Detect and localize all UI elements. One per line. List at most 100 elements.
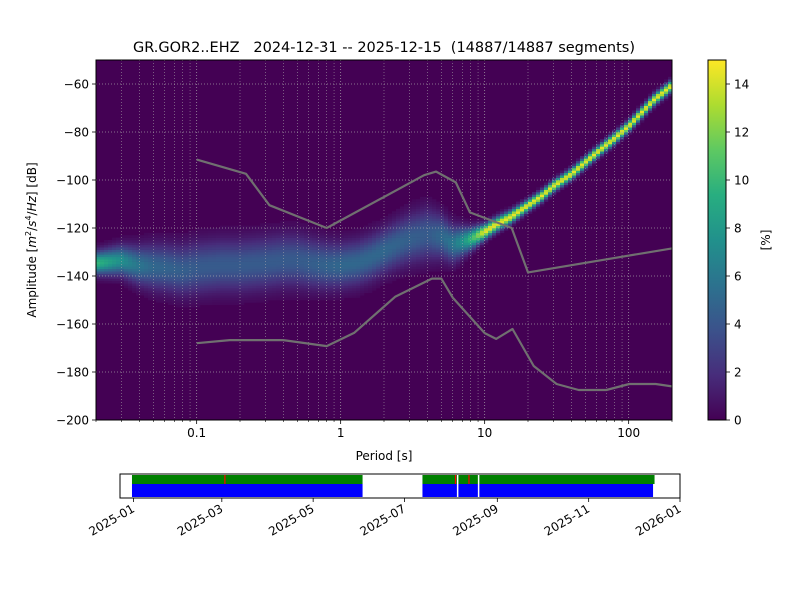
heatmap-cell [160, 266, 165, 270]
heatmap-cell [576, 172, 581, 176]
heatmap-cell [256, 280, 261, 284]
heatmap-cell [128, 264, 133, 267]
heatmap-cell [160, 242, 165, 246]
heatmap-cell [388, 242, 393, 246]
heatmap-cell [444, 242, 449, 246]
heatmap-cell [424, 204, 429, 207]
heatmap-cell [136, 283, 141, 286]
heatmap-cell [484, 218, 489, 222]
heatmap-cell [108, 249, 113, 253]
heatmap-cell [320, 237, 325, 241]
heatmap-cell [348, 273, 353, 277]
heatmap-cell [108, 252, 113, 255]
heatmap-cell [316, 247, 321, 250]
heatmap-cell [520, 216, 525, 219]
heatmap-cell [236, 240, 241, 243]
heatmap-cell [612, 144, 617, 147]
heatmap-cell [308, 297, 313, 301]
heatmap-cell [184, 290, 189, 294]
heatmap-cell [544, 187, 549, 190]
heatmap-cell [620, 132, 625, 135]
heatmap-cell [504, 206, 509, 210]
heatmap-cell [376, 278, 381, 282]
heatmap-cell [616, 132, 621, 135]
heatmap-cell [388, 256, 393, 260]
heatmap-cell [292, 230, 297, 234]
heatmap-cell [228, 252, 233, 255]
heatmap-cell [212, 264, 217, 267]
heatmap-cell [456, 218, 461, 222]
heatmap-cell [176, 276, 181, 279]
heatmap-cell [360, 278, 365, 282]
heatmap-cell [232, 288, 237, 291]
heatmap-cell [416, 259, 421, 262]
heatmap-cell [404, 208, 409, 212]
heatmap-cell [164, 266, 169, 270]
heatmap-cell [188, 235, 193, 238]
heatmap-cell [656, 96, 661, 99]
heatmap-cell [276, 266, 281, 270]
heatmap-cell [204, 252, 209, 255]
heatmap-cell [336, 290, 341, 294]
heatmap-cell [564, 177, 569, 181]
heatmap-cell [488, 232, 493, 236]
heatmap-cell [320, 288, 325, 291]
heatmap-cell [204, 280, 209, 284]
heatmap-cell [436, 242, 441, 246]
heatmap-cell [236, 268, 241, 272]
heatmap-cell [276, 273, 281, 277]
heatmap-cell [444, 264, 449, 267]
heatmap-cell [396, 247, 401, 250]
heatmap-cell [392, 259, 397, 262]
heatmap-cell [592, 148, 597, 152]
heatmap-cell [412, 273, 417, 277]
heatmap-cell [348, 280, 353, 284]
heatmap-cell [128, 276, 133, 279]
heatmap-cell [652, 93, 657, 97]
heatmap-cell [368, 235, 373, 238]
heatmap-cell [216, 285, 221, 289]
heatmap-cell [376, 223, 381, 226]
heatmap-cell [100, 273, 105, 277]
heatmap-cell [364, 280, 369, 284]
heatmap-cell [208, 297, 213, 301]
heatmap-cell [228, 288, 233, 291]
heatmap-cell [428, 256, 433, 260]
heatmap-cell [504, 223, 509, 226]
heatmap-cell [464, 228, 469, 231]
heatmap-cell [304, 297, 309, 301]
heatmap-cell [264, 223, 269, 226]
heatmap-cell [260, 256, 265, 260]
heatmap-cell [124, 254, 129, 258]
heatmap-cell [380, 278, 385, 282]
heatmap-cell [440, 244, 445, 248]
heatmap-cell [240, 237, 245, 241]
y-tick-label: −60 [64, 78, 89, 92]
heatmap-cell [304, 249, 309, 253]
heatmap-cell [352, 285, 357, 289]
heatmap-cell [644, 110, 649, 114]
y-tick-label: −80 [64, 126, 89, 140]
heatmap-cell [252, 268, 257, 272]
heatmap-cell [212, 273, 217, 277]
heatmap-cell [556, 184, 561, 188]
heatmap-cell [424, 266, 429, 270]
heatmap-cell [588, 158, 593, 162]
heatmap-cell [236, 283, 241, 286]
heatmap-cell [216, 261, 221, 265]
heatmap-cell [144, 264, 149, 267]
heatmap-cell [128, 268, 133, 272]
heatmap-cell [176, 259, 181, 262]
heatmap-cell [328, 273, 333, 277]
heatmap-cell [172, 247, 177, 250]
y-axis-label-part: Amplitude [ [25, 248, 39, 318]
heatmap-cell [252, 292, 257, 296]
heatmap-cell [368, 278, 373, 282]
heatmap-cell [324, 230, 329, 234]
heatmap-cell [252, 247, 257, 250]
heatmap-cell [548, 182, 553, 186]
heatmap-cell [412, 259, 417, 262]
heatmap-cell [228, 244, 233, 248]
heatmap-cell [140, 249, 145, 253]
heatmap-cell [304, 259, 309, 262]
